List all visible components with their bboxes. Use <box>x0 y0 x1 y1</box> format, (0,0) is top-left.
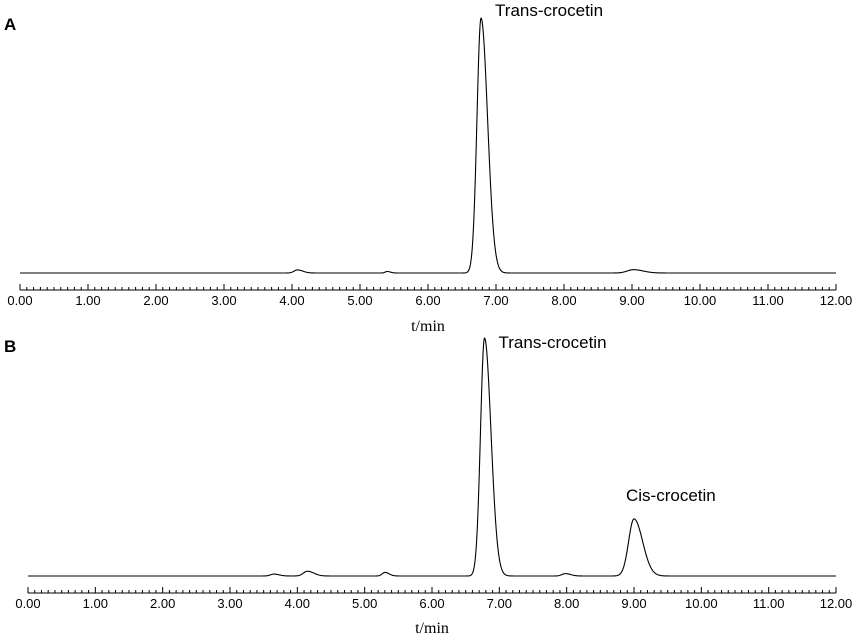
peak-label: Cis-crocetin <box>626 486 716 505</box>
x-tick-label: 2.00 <box>143 293 168 308</box>
x-tick-label: 0.00 <box>7 293 32 308</box>
chart-panel-a: A Trans-crocetin 0.00 1.00 2.00 3.00 4.00 5.00 6… <box>4 1 852 335</box>
x-tick-label: 6.00 <box>419 596 444 611</box>
x-tick-label: 3.00 <box>217 596 242 611</box>
x-tick-label: 5.00 <box>347 293 372 308</box>
x-axis-title: t/min <box>411 318 445 335</box>
x-tick-label: 8.00 <box>551 293 576 308</box>
x-tick-label: 5.00 <box>352 596 377 611</box>
x-tick-label: 2.00 <box>150 596 175 611</box>
x-tick-label: 6.00 <box>415 293 440 308</box>
x-axis-title: t/min <box>415 620 449 634</box>
peak-label: Trans-crocetin <box>499 333 607 352</box>
peak-label: Trans-crocetin <box>495 1 603 20</box>
x-tick-label: 0.00 <box>15 596 40 611</box>
x-tick-label: 11.00 <box>753 596 785 611</box>
x-tick-label: 1.00 <box>83 596 108 611</box>
chart-panel-b: B Trans-crocetin Cis-crocetin 0.00 1.00 2.00 3… <box>4 333 852 634</box>
x-tick-label: 4.00 <box>279 293 304 308</box>
chromatogram-trace <box>19 17 837 274</box>
x-tick-label: 10.00 <box>684 293 717 308</box>
x-tick-label: 7.00 <box>487 596 512 611</box>
x-tick-label: 12.00 <box>820 293 853 308</box>
x-tick-label: 9.00 <box>621 596 646 611</box>
x-tick-label: 7.00 <box>483 293 508 308</box>
x-tick-label: 4.00 <box>285 596 310 611</box>
panel-label: A <box>4 15 16 34</box>
x-tick-label: 10.00 <box>685 596 718 611</box>
panel-label: B <box>4 337 16 356</box>
x-tick-label: 12.00 <box>820 596 853 611</box>
x-tick-label: 11.00 <box>752 293 784 308</box>
x-tick-label: 9.00 <box>619 293 644 308</box>
x-tick-label: 1.00 <box>75 293 100 308</box>
x-tick-label: 8.00 <box>554 596 579 611</box>
x-tick-label: 3.00 <box>211 293 236 308</box>
chromatogram-trace <box>27 337 837 577</box>
